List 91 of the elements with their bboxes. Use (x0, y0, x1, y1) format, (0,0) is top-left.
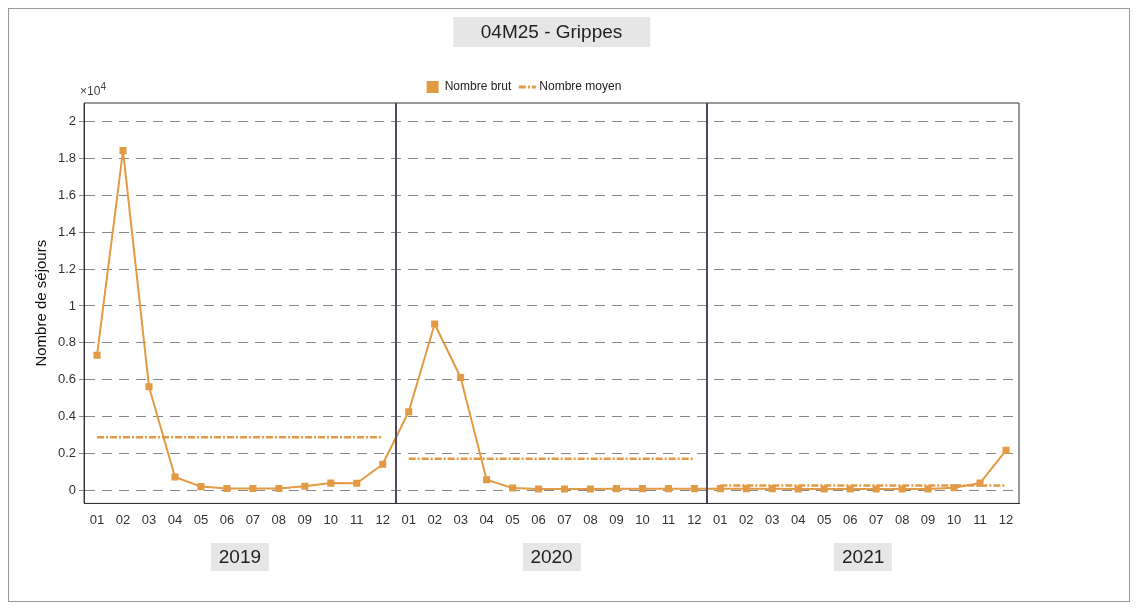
point (353, 479, 361, 487)
chart-title: 04M25 - Grippes (452, 17, 651, 47)
point (950, 484, 958, 492)
x-tick-label: 08 (894, 511, 910, 527)
x-tick-label: 07 (868, 511, 884, 527)
point (1002, 446, 1010, 454)
x-tick-label: 04 (167, 511, 183, 527)
x-tick-label: 01 (401, 511, 416, 527)
x-tick-label: 01 (713, 511, 728, 527)
point (249, 484, 257, 492)
x-tick-label: 03 (141, 511, 157, 527)
text: ×10$^{4}$ (80, 81, 106, 98)
text: 2019 (210, 543, 270, 572)
point (197, 483, 205, 491)
x-tick-label: 08 (583, 511, 598, 527)
y-tick-label: 0.6 (57, 371, 77, 387)
x-tick-label: 07 (557, 511, 572, 527)
x-tick-label: 09 (920, 511, 936, 527)
y-tick-label: 1.6 (57, 186, 77, 202)
point (820, 485, 828, 493)
x-tick-label: 11 (661, 511, 676, 527)
point (171, 473, 179, 481)
x-tick-label: 03 (453, 511, 468, 527)
point (119, 147, 127, 155)
x-tick-label: 10 (946, 511, 962, 527)
point (794, 485, 802, 493)
point (690, 485, 698, 493)
point (457, 374, 465, 382)
point (612, 485, 620, 493)
point (638, 485, 646, 493)
point (846, 485, 854, 493)
x-tick-label: 12 (375, 511, 390, 527)
y-axis-title: Nombre de séjours (32, 239, 50, 367)
point (379, 460, 387, 468)
x-tick-label: 12 (687, 511, 702, 527)
x-tick-label: 06 (842, 511, 858, 527)
x-tick-label: 09 (297, 511, 313, 527)
x-tick-label: 02 (115, 511, 131, 527)
y-tick-label: 0.4 (57, 408, 77, 424)
point (898, 485, 906, 493)
point (405, 408, 413, 416)
x-tick-label: 06 (219, 511, 235, 527)
x-tick-label: 06 (531, 511, 546, 527)
x-tick-label: 12 (998, 511, 1014, 527)
x-tick-label: 01 (89, 511, 105, 527)
point (716, 485, 724, 493)
x-tick-label: 10 (635, 511, 650, 527)
point (327, 479, 335, 487)
y-tick-label: 1.4 (57, 223, 77, 239)
point (431, 320, 439, 328)
x-tick-label: 07 (245, 511, 261, 527)
y-tick-label: 1.8 (57, 149, 77, 165)
x-tick-label: 04 (791, 511, 806, 527)
point (275, 484, 283, 492)
legend-label: Nombre moyen (539, 79, 622, 94)
x-tick-label: 11 (973, 511, 987, 527)
x-tick-label: 03 (765, 511, 780, 527)
x-tick-label: 02 (427, 511, 442, 527)
point (483, 476, 491, 484)
y-tick-label: 2 (68, 113, 77, 129)
point (145, 383, 153, 391)
point (768, 485, 776, 493)
text: 2020 (522, 543, 581, 572)
y-tick-label: 0.2 (57, 445, 77, 461)
x-tick-label: 05 (505, 511, 520, 527)
x-tick-label: 08 (271, 511, 287, 527)
x-tick-label: 11 (350, 511, 364, 527)
x-tick-label: 05 (193, 511, 209, 527)
point (509, 484, 517, 492)
y-tick-label: 1.2 (57, 260, 77, 276)
point (924, 485, 932, 493)
point (586, 485, 595, 493)
point (664, 485, 672, 493)
point (560, 485, 569, 493)
x-tick-label: 09 (609, 511, 624, 527)
point (872, 485, 880, 493)
x-tick-label: 04 (479, 511, 494, 527)
y-tick-label: 1 (68, 297, 77, 313)
point (301, 482, 309, 490)
y-tick-label: 0 (68, 482, 77, 498)
point (93, 351, 101, 359)
point (535, 485, 543, 493)
x-tick-label: 02 (739, 511, 754, 527)
point (223, 484, 231, 492)
y-tick-label: 0.8 (57, 334, 77, 350)
legend-label: Nombre brut (444, 79, 512, 94)
x-tick-label: 10 (323, 511, 339, 527)
point (976, 479, 984, 487)
point (742, 485, 750, 493)
text: 2021 (834, 543, 893, 572)
x-tick-label: 05 (816, 511, 832, 527)
